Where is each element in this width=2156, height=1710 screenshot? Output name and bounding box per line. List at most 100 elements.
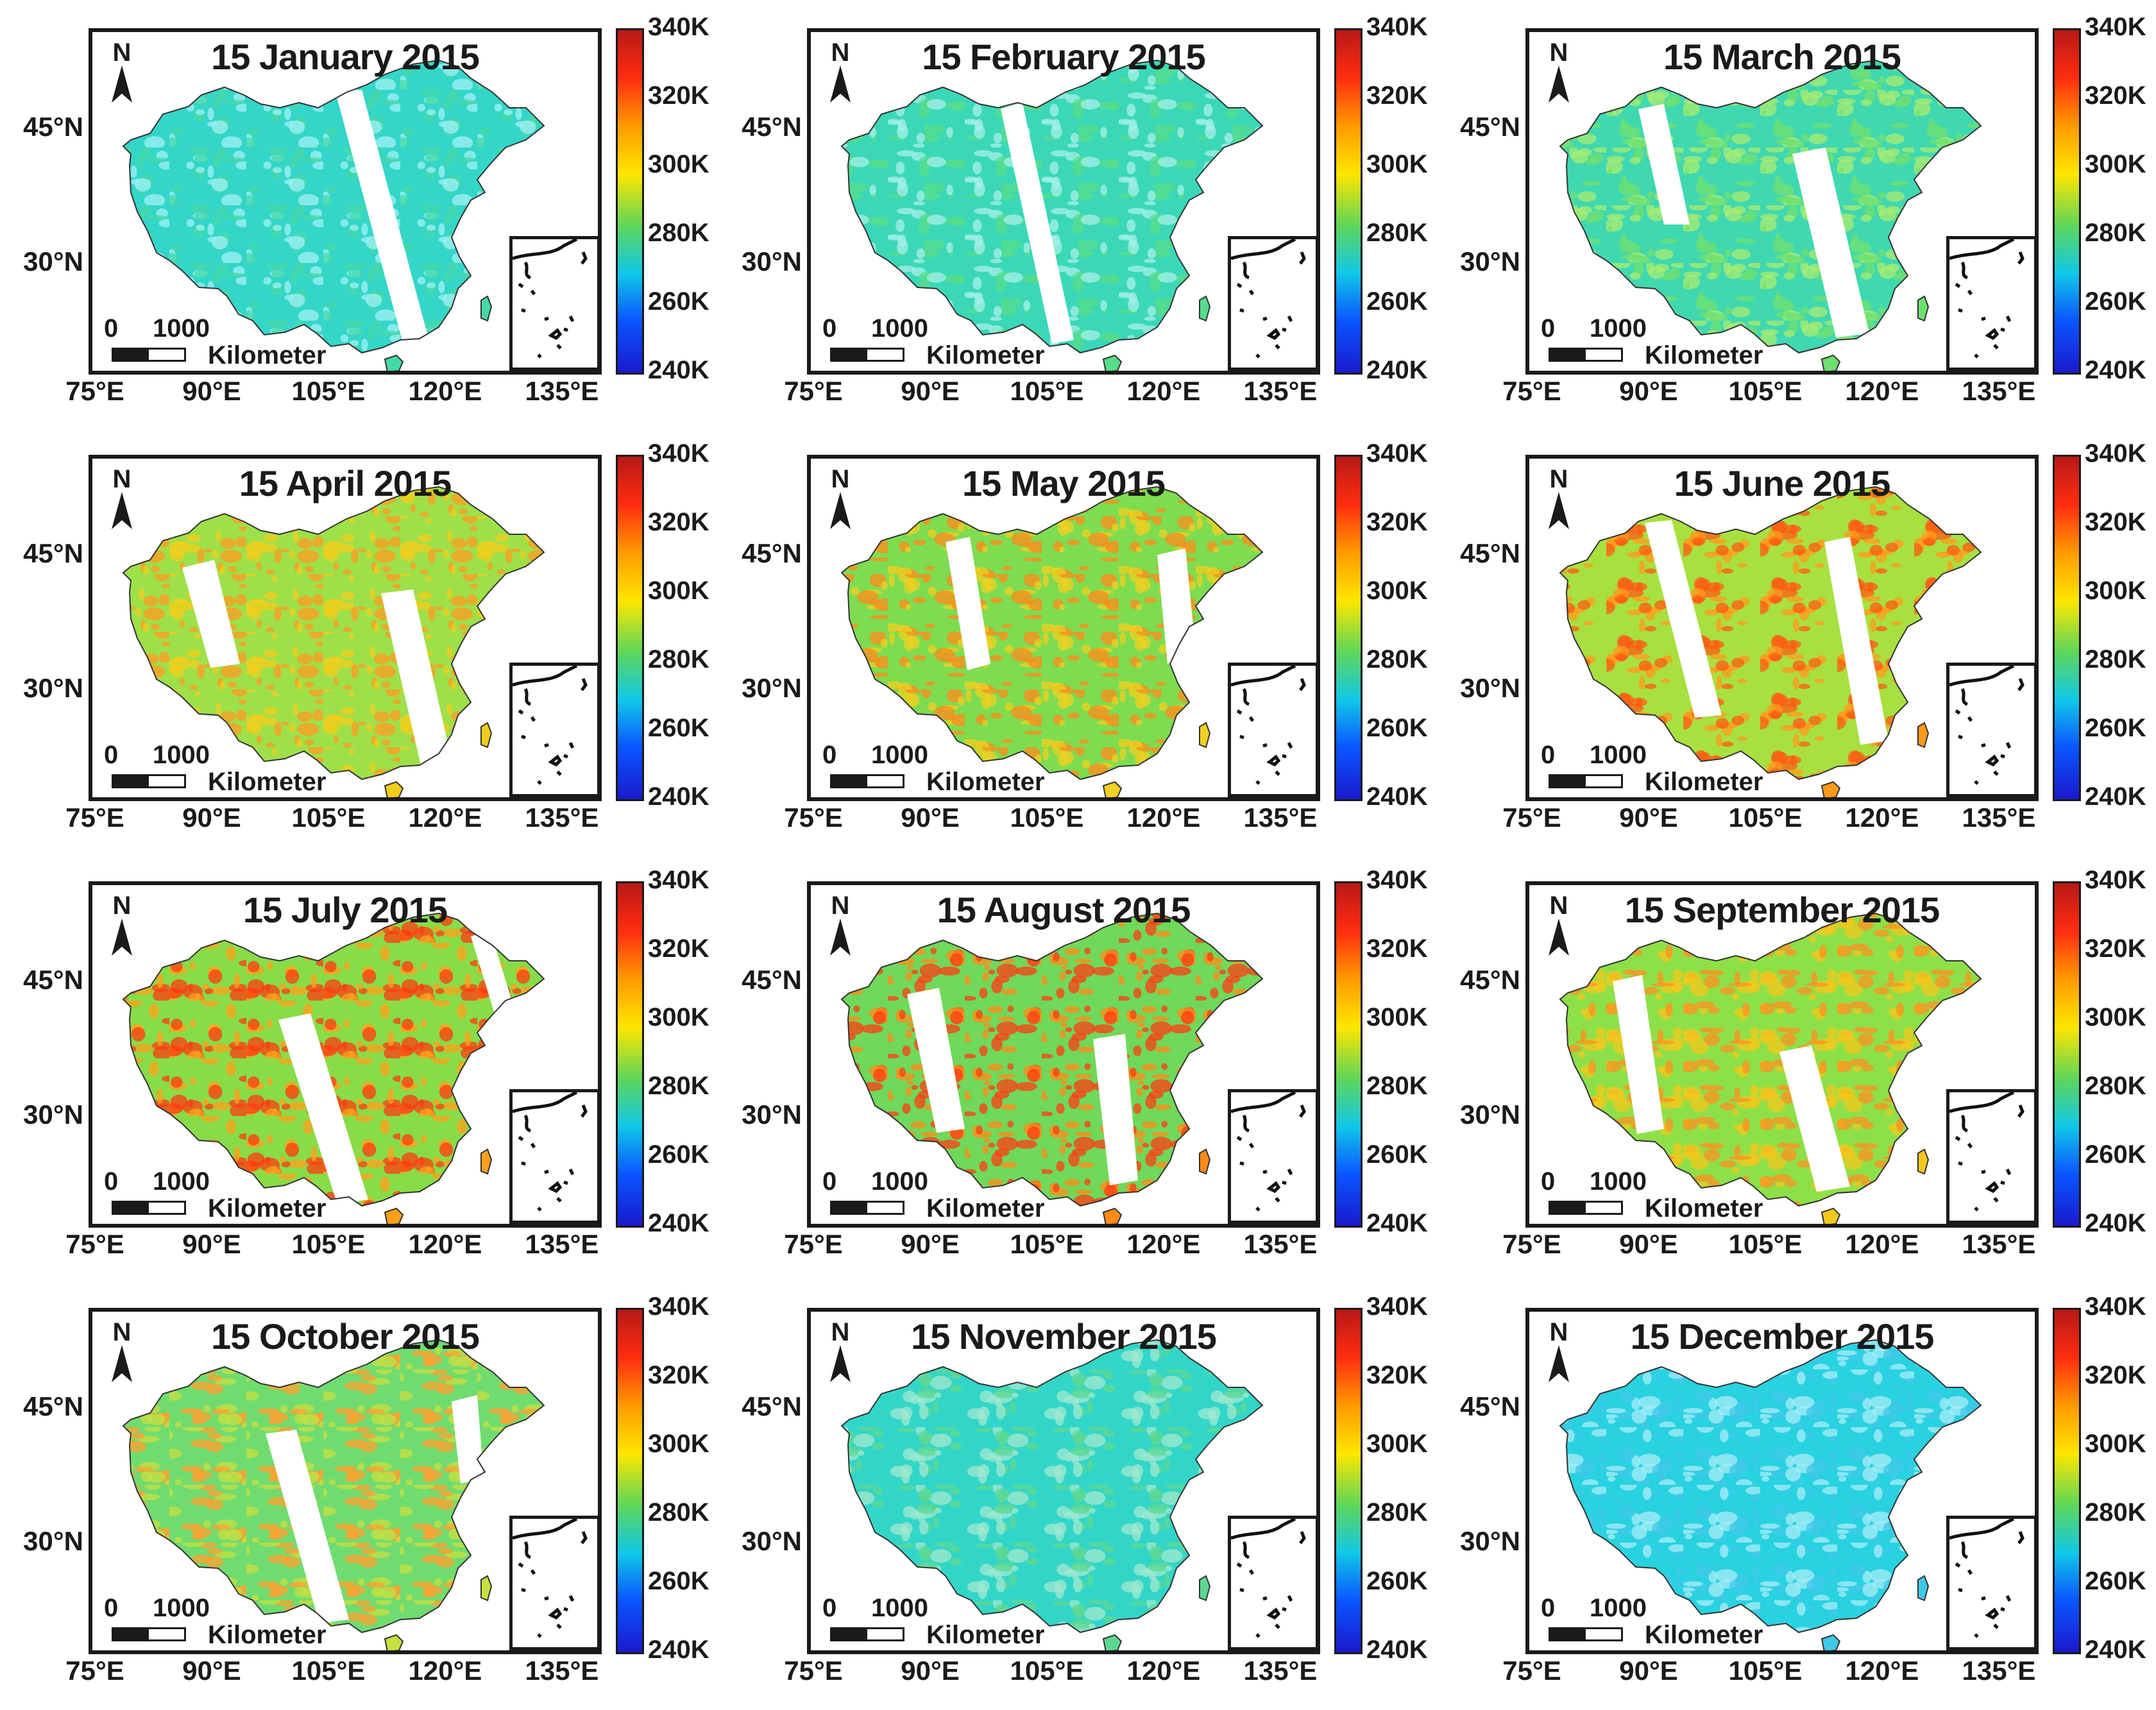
scale-bar-graphic bbox=[1549, 1627, 1623, 1641]
color-bar-tick-label: 300K bbox=[1366, 1003, 1428, 1031]
north-arrow: N bbox=[824, 1318, 857, 1389]
scale-unit-label: Kilometer bbox=[1645, 1194, 1763, 1223]
color-bar-tick-label: 340K bbox=[1366, 866, 1428, 894]
color-bar-tick-label: 280K bbox=[2085, 1498, 2146, 1527]
longitude-axis: 75°E 90°E 105°E 120°E 135°E bbox=[1501, 802, 2078, 841]
lst-map bbox=[122, 59, 545, 371]
scale-zero-label: 0 bbox=[1541, 1167, 1556, 1196]
north-label: N bbox=[112, 1318, 132, 1346]
color-bar-tick-label: 300K bbox=[2085, 577, 2146, 605]
temperature-color-bar bbox=[616, 1308, 644, 1654]
map-panel: 15 May 2015 N 0 1000 Kilometer 45°N 30°N 75°E 90… bbox=[718, 430, 1437, 857]
longitude-label: 90°E bbox=[1619, 1229, 1678, 1259]
color-bar-tick-label: 340K bbox=[648, 439, 709, 468]
scale-unit-label: Kilometer bbox=[1645, 768, 1763, 796]
longitude-label: 120°E bbox=[1845, 1229, 1919, 1259]
longitude-label: 105°E bbox=[1010, 1655, 1084, 1686]
color-bar-tick-label: 280K bbox=[2085, 1072, 2146, 1100]
hainan-island bbox=[1821, 781, 1841, 797]
color-bar-tick-label: 280K bbox=[2085, 219, 2146, 247]
longitude-label: 120°E bbox=[408, 1655, 482, 1686]
map-panel: 15 December 2015 N 0 1000 Kilometer 45°N 30°N 7… bbox=[1437, 1283, 2155, 1710]
map-frame: 15 September 2015 N 0 1000 Kilometer bbox=[1525, 881, 2039, 1228]
panel-title: 15 June 2015 bbox=[1674, 463, 1891, 504]
scale-zero-label: 0 bbox=[822, 1167, 837, 1196]
lst-map bbox=[122, 486, 545, 797]
map-panel: 15 June 2015 N 0 1000 Kilometer 45°N 30°N 75°E 9… bbox=[1437, 430, 2155, 857]
scale-zero-label: 0 bbox=[1541, 314, 1556, 343]
color-bar-ticks: 340K 320K 300K 280K 260K 240K bbox=[648, 430, 718, 857]
color-bar-tick-label: 260K bbox=[648, 714, 709, 742]
color-bar-tick-label: 320K bbox=[1366, 935, 1428, 963]
color-bar-tick-label: 280K bbox=[648, 219, 709, 247]
color-bar-ticks: 340K 320K 300K 280K 260K 240K bbox=[2085, 1283, 2155, 1710]
lst-map bbox=[122, 912, 545, 1224]
longitude-label: 135°E bbox=[525, 376, 599, 406]
color-bar-tick-label: 280K bbox=[1366, 1072, 1428, 1100]
map-frame: 15 June 2015 N 0 1000 Kilometer bbox=[1525, 455, 2039, 801]
north-label: N bbox=[1549, 38, 1568, 67]
longitude-label: 90°E bbox=[1619, 802, 1678, 833]
north-arrow: N bbox=[1542, 1318, 1575, 1389]
longitude-label: 105°E bbox=[291, 376, 366, 406]
color-bar-ticks: 340K 320K 300K 280K 260K 240K bbox=[1366, 4, 1437, 430]
scale-max-label: 1000 bbox=[1590, 314, 1647, 343]
panel-title: 15 November 2015 bbox=[911, 1316, 1217, 1357]
temperature-color-bar bbox=[1334, 455, 1362, 801]
north-arrow-icon bbox=[112, 1345, 132, 1382]
longitude-label: 120°E bbox=[1126, 1229, 1201, 1259]
south-china-sea-inset bbox=[1228, 663, 1316, 797]
scale-bar: 0 1000 Kilometer bbox=[819, 314, 1045, 369]
temperature-color-bar bbox=[2053, 28, 2081, 375]
color-bar-tick-label: 320K bbox=[1366, 81, 1428, 110]
latitude-label: 45°N bbox=[1460, 1391, 1520, 1421]
scale-bar: 0 1000 Kilometer bbox=[100, 1167, 327, 1223]
north-arrow: N bbox=[824, 465, 857, 536]
lst-map bbox=[122, 1339, 545, 1650]
north-arrow-icon bbox=[830, 65, 851, 103]
color-bar-ticks: 340K 320K 300K 280K 260K 240K bbox=[2085, 4, 2155, 430]
north-label: N bbox=[831, 892, 850, 920]
longitude-label: 75°E bbox=[1502, 1655, 1561, 1686]
map-frame: 15 December 2015 N 0 1000 Kilometer bbox=[1525, 1308, 2039, 1654]
hainan-island bbox=[384, 354, 404, 371]
north-arrow-icon bbox=[1549, 918, 1569, 956]
longitude-axis: 75°E 90°E 105°E 120°E 135°E bbox=[783, 802, 1360, 841]
color-bar-tick-label: 300K bbox=[1366, 150, 1428, 178]
panel-title: 15 August 2015 bbox=[937, 890, 1191, 930]
map-panel: 15 September 2015 N 0 1000 Kilometer 45°N 30°N… bbox=[1437, 857, 2155, 1283]
latitude-label: 45°N bbox=[1460, 965, 1520, 995]
longitude-axis: 75°E 90°E 105°E 120°E 135°E bbox=[783, 1655, 1360, 1694]
color-bar-tick-label: 300K bbox=[2085, 1430, 2146, 1458]
scale-max-label: 1000 bbox=[871, 314, 928, 343]
lst-map bbox=[1559, 486, 1982, 797]
longitude-label: 105°E bbox=[1728, 1229, 1803, 1259]
panel-title: 15 October 2015 bbox=[211, 1316, 480, 1357]
panel-title: 15 May 2015 bbox=[962, 463, 1166, 504]
scale-max-label: 1000 bbox=[871, 741, 928, 769]
latitude-label: 45°N bbox=[742, 538, 802, 568]
color-bar-tick-label: 340K bbox=[648, 1292, 709, 1321]
hainan-island bbox=[384, 1207, 404, 1224]
longitude-label: 135°E bbox=[1243, 1229, 1318, 1259]
map-frame: 15 July 2015 N 0 1000 Kilometer bbox=[89, 881, 602, 1228]
longitude-label: 120°E bbox=[408, 376, 482, 406]
scale-unit-label: Kilometer bbox=[208, 768, 327, 796]
scale-unit-label: Kilometer bbox=[926, 768, 1045, 796]
scale-max-label: 1000 bbox=[153, 1594, 210, 1622]
north-arrow: N bbox=[105, 38, 139, 109]
south-china-sea-inset bbox=[509, 1516, 598, 1650]
latitude-label: 45°N bbox=[23, 112, 83, 142]
longitude-axis: 75°E 90°E 105°E 120°E 135°E bbox=[64, 376, 641, 414]
no-data-swath bbox=[1613, 975, 1850, 1192]
color-bar-tick-label: 260K bbox=[648, 287, 709, 316]
no-data-swath bbox=[1001, 103, 1074, 344]
panel-title: 15 December 2015 bbox=[1630, 1316, 1935, 1357]
longitude-label: 105°E bbox=[291, 1229, 366, 1259]
latitude-label: 30°N bbox=[23, 673, 83, 703]
longitude-label: 90°E bbox=[182, 376, 241, 406]
scale-unit-label: Kilometer bbox=[208, 341, 327, 369]
lst-map bbox=[1559, 1339, 1982, 1650]
south-china-sea-inset bbox=[1228, 1516, 1316, 1650]
